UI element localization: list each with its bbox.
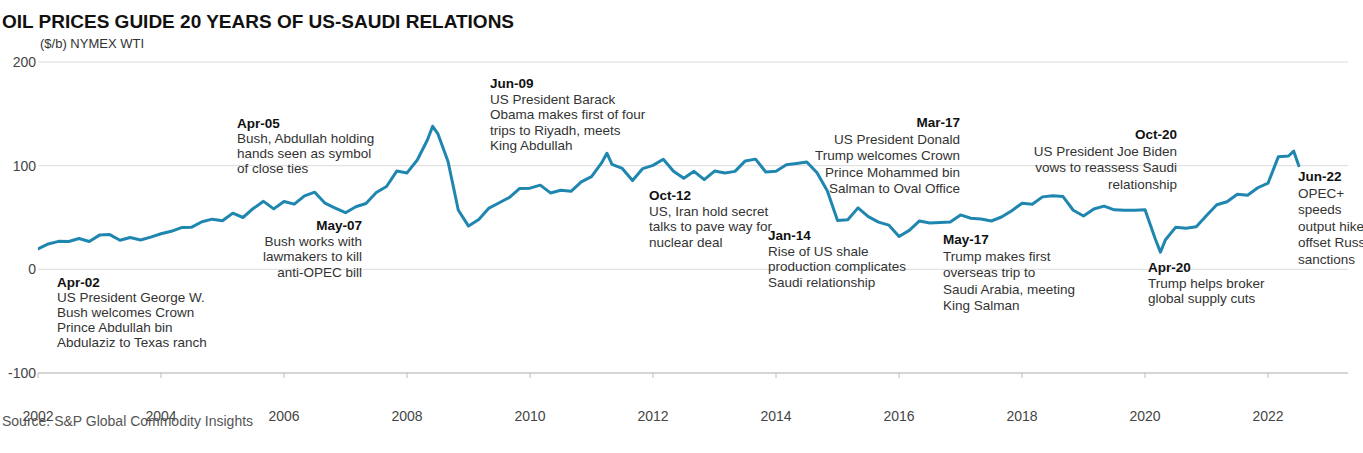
annotation-text: output hike to: [1298, 219, 1363, 234]
x-tick: [161, 373, 162, 378]
annotation-text: Bush, Abdullah holding: [237, 131, 374, 146]
x-tick-label: 2022: [1252, 408, 1283, 424]
x-tick-label: 2010: [514, 408, 545, 424]
price-line: [38, 126, 1299, 252]
annotation-date: May-07: [316, 218, 362, 233]
annotation-text: US President Donald: [834, 132, 960, 147]
annotation: Jan-14Rise of US shaleproduction complic…: [768, 228, 906, 290]
x-tick: [284, 373, 285, 378]
annotation: Apr-05Bush, Abdullah holdinghands seen a…: [237, 116, 374, 176]
grid-line: [38, 62, 1348, 63]
annotation-text: lawmakers to kill: [263, 249, 362, 264]
annotation-text: offset Russia: [1298, 235, 1363, 250]
annotation-text: Saudi relationship: [768, 275, 875, 290]
annotation-text: King Salman: [943, 298, 1020, 313]
source: Source: S&P Global Commodity Insights: [2, 413, 253, 429]
annotation-text: King Abdullah: [490, 138, 573, 153]
annotation-text: hands seen as symbol: [237, 146, 371, 161]
annotation-text: anti-OPEC bill: [277, 265, 362, 280]
annotation-text: Rise of US shale: [768, 244, 869, 259]
annotation: May-07Bush works withlawmakers to killan…: [263, 218, 362, 280]
annotation-text: Abdulaziz to Texas ranch: [57, 335, 207, 350]
annotation-date: Apr-20: [1148, 260, 1191, 275]
annotation: May-17 Trump makes firstoverseas trip to S…: [943, 232, 1075, 313]
x-tick: [899, 373, 900, 378]
annotation-date: Apr-02: [57, 275, 100, 290]
x-tick-label: 2014: [760, 408, 791, 424]
annotation-text: Bush works with: [264, 234, 362, 249]
annotation-date: Jun-09: [490, 76, 534, 91]
annotation-date: Apr-05: [237, 116, 280, 131]
annotation: Apr-20Trump helps brokerglobal supply cu…: [1148, 260, 1265, 306]
annotation: Oct-12US, Iran hold secrettalks to pave …: [649, 188, 773, 250]
x-tick: [1145, 373, 1146, 378]
annotation-text: Prince Abdullah bin: [57, 320, 173, 335]
annotation-text: Obama makes first of four: [490, 107, 646, 122]
annotation-text: OPEC+: [1298, 186, 1344, 201]
annotation-text: trips to Riyadh, meets: [490, 123, 621, 138]
annotation-text: global supply cuts: [1148, 291, 1256, 306]
annotation-text: US President Barack: [490, 92, 616, 107]
annotation: Mar-17 US President DonaldTrump welcomes …: [815, 115, 960, 196]
annotation-text: overseas trip to: [943, 265, 1035, 280]
y-tick-label: -100: [8, 365, 36, 381]
annotation-text: US President Joe Biden: [1034, 144, 1177, 159]
x-tick-label: 2006: [268, 408, 299, 424]
annotation: Jun-09US President BarackObama makes fir…: [490, 76, 646, 153]
x-tick-label: 2016: [883, 408, 914, 424]
annotation-date: Jun-22: [1298, 169, 1342, 184]
y-tick-label: 200: [13, 54, 37, 70]
annotation-text: Salman to Oval Office: [829, 181, 960, 196]
annotation-date: Oct-20: [1135, 127, 1177, 142]
y-tick-label: 100: [13, 158, 37, 174]
x-tick-label: 2008: [391, 408, 422, 424]
x-tick: [653, 373, 654, 378]
annotation: Jun-22 OPEC+speeds output hike tooffset Ru…: [1298, 169, 1363, 267]
annotation: Oct-20 US President Joe Bidenvows to reas…: [1034, 127, 1177, 192]
annotation-date: Jan-14: [768, 228, 811, 243]
x-axis-line: [38, 373, 1348, 374]
annotation-text: nuclear deal: [649, 235, 723, 250]
x-tick: [776, 373, 777, 378]
plot-area: [38, 126, 1299, 252]
x-tick: [1022, 373, 1023, 378]
annotation-text: Trump makes first: [943, 249, 1051, 264]
x-tick-label: 2020: [1129, 408, 1160, 424]
annotation-text: Saudi Arabia, meeting: [943, 282, 1075, 297]
x-tick-label: 2012: [637, 408, 668, 424]
annotation-date: Mar-17: [916, 115, 960, 130]
x-tick-label: 2018: [1006, 408, 1037, 424]
annotation-date: May-17: [943, 232, 989, 247]
annotation-text: sanctions: [1298, 252, 1355, 267]
annotation-text: speeds: [1298, 202, 1342, 217]
annotation-text: US, Iran hold secret: [649, 204, 769, 219]
chart: OIL PRICES GUIDE 20 YEARS OF US-SAUDI RE…: [0, 0, 1363, 453]
annotation-text: of close ties: [237, 161, 309, 176]
x-tick: [1268, 373, 1269, 378]
annotation-text: US President George W.: [57, 290, 205, 305]
x-tick: [407, 373, 408, 378]
annotation-text: Prince Mohammed bin: [825, 165, 960, 180]
x-tick: [530, 373, 531, 378]
annotation: Apr-02US President George W.Bush welcome…: [57, 275, 207, 350]
annotation-text: Bush welcomes Crown: [57, 305, 194, 320]
annotation-text: relationship: [1108, 177, 1177, 192]
annotation-text: production complicates: [768, 259, 906, 274]
title: OIL PRICES GUIDE 20 YEARS OF US-SAUDI RE…: [2, 11, 514, 32]
annotation-text: Trump welcomes Crown: [815, 148, 960, 163]
subtitle: ($/b) NYMEX WTI: [40, 36, 144, 51]
annotation-text: Trump helps broker: [1148, 276, 1265, 291]
y-tick-label: 0: [28, 261, 36, 277]
x-tick: [38, 373, 39, 378]
annotation-text: vows to reassess Saudi: [1035, 160, 1177, 175]
annotation-text: talks to pave way for: [649, 219, 773, 234]
grid-line: [38, 373, 1348, 374]
annotation-date: Oct-12: [649, 188, 691, 203]
